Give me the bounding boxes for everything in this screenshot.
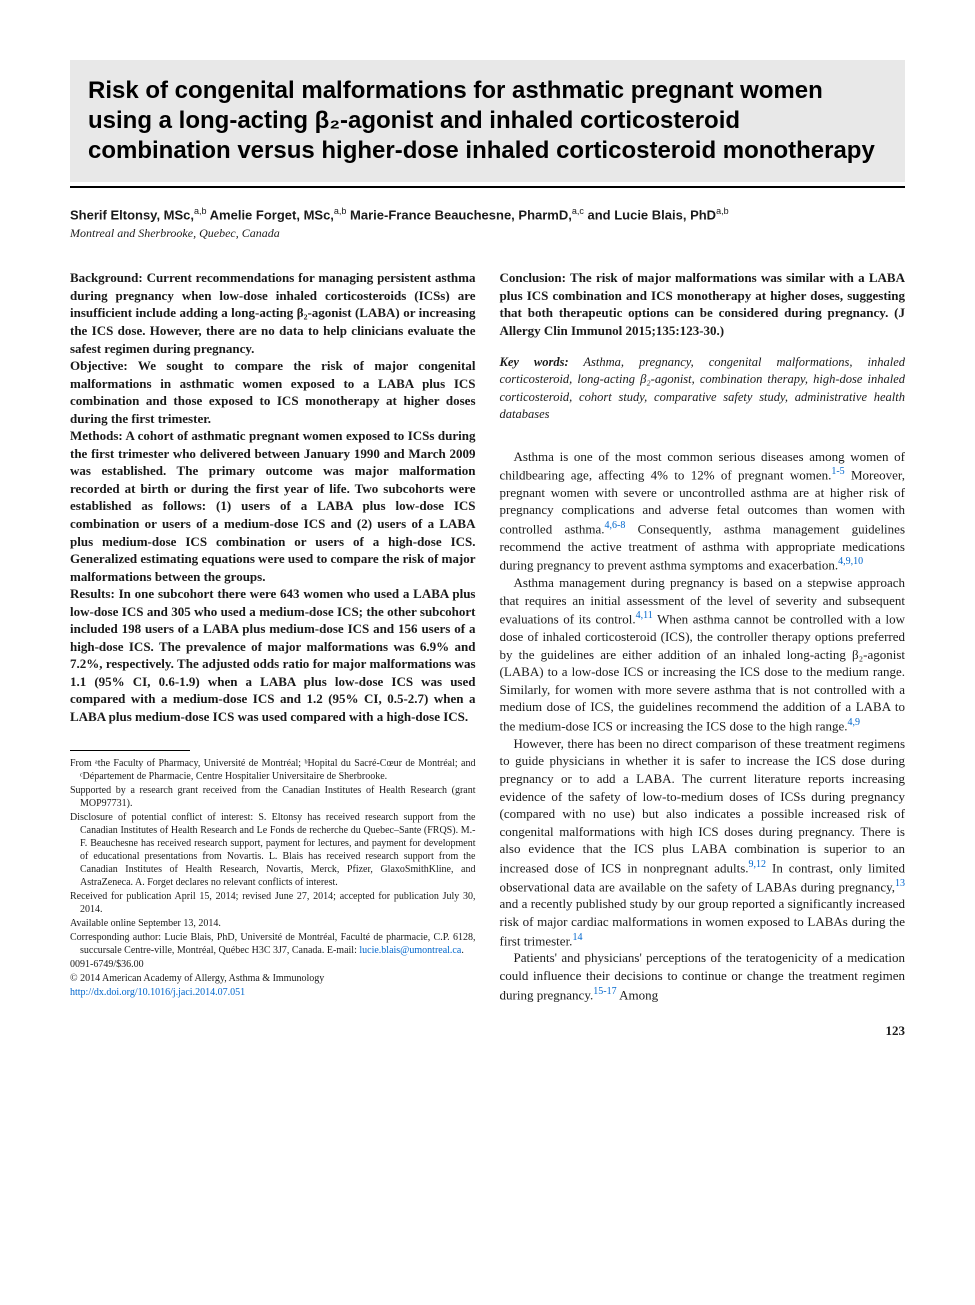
label-objective: Objective: [70, 358, 138, 373]
title-block: Risk of congenital malformations for ast… [70, 60, 905, 182]
ref-4-9-10[interactable]: 4,9,10 [838, 556, 863, 567]
article-title: Risk of congenital malformations for ast… [88, 76, 887, 166]
ref-9-12[interactable]: 9,12 [749, 859, 767, 870]
footnote-supported: Supported by a research grant received f… [70, 784, 476, 810]
affiliation-location: Montreal and Sherbrooke, Quebec, Canada [70, 226, 905, 241]
body-text: Asthma is one of the most common serious… [500, 448, 906, 1004]
footnote-issn: 0091-6749/$36.00 [70, 958, 476, 971]
footnotes-block: From ᵃthe Faculty of Pharmacy, Universit… [70, 757, 476, 999]
label-results: Results: [70, 586, 119, 601]
p4a: Patients' and physicians' perceptions of… [500, 950, 906, 1001]
abstract-background: Background: Current recommendations for … [70, 269, 476, 357]
footnote-available: Available online September 13, 2014. [70, 917, 476, 930]
body-para-4: Patients' and physicians' perceptions of… [500, 949, 906, 1003]
two-column-layout: Background: Current recommendations for … [70, 269, 905, 1003]
ref-13[interactable]: 13 [895, 878, 905, 889]
text-results: In one subcohort there were 643 women wh… [70, 586, 476, 724]
corresponding-email-link[interactable]: lucie.blais@umontreal.ca [359, 945, 461, 956]
footnote-disclosure: Disclosure of potential conflict of inte… [70, 811, 476, 889]
body-para-2: Asthma management during pregnancy is ba… [500, 574, 906, 735]
authors-line: Sherif Eltonsy, MSc,a,b Amelie Forget, M… [70, 206, 905, 222]
footnote-doi: http://dx.doi.org/10.1016/j.jaci.2014.07… [70, 986, 476, 999]
abstract-right: Conclusion: The risk of major malformati… [500, 269, 906, 339]
page-number: 123 [70, 1023, 905, 1039]
ref-4-11[interactable]: 4,11 [636, 610, 653, 621]
ref-15-17[interactable]: 15-17 [593, 986, 616, 997]
p2b: When asthma cannot be controlled with a … [500, 612, 906, 734]
ref-4-6-8[interactable]: 4,6-8 [605, 520, 626, 531]
body-para-1: Asthma is one of the most common serious… [500, 448, 906, 575]
label-conclusion: Conclusion: [500, 270, 571, 285]
footnotes-rule [70, 750, 190, 751]
footnote-from: From ᵃthe Faculty of Pharmacy, Universit… [70, 757, 476, 783]
ref-1-5[interactable]: 1-5 [831, 466, 844, 477]
abstract-results: Results: In one subcohort there were 643… [70, 585, 476, 725]
title-rule [70, 186, 905, 188]
footnote-copyright: © 2014 American Academy of Allergy, Asth… [70, 972, 476, 985]
text-methods: A cohort of asthmatic pregnant women exp… [70, 428, 476, 583]
left-column: Background: Current recommendations for … [70, 269, 476, 1003]
footnote-received: Received for publication April 15, 2014;… [70, 890, 476, 916]
abstract-methods: Methods: A cohort of asthmatic pregnant … [70, 427, 476, 585]
doi-link[interactable]: http://dx.doi.org/10.1016/j.jaci.2014.07… [70, 987, 245, 998]
label-background: Background: [70, 270, 147, 285]
body-para-3: However, there has been no direct compar… [500, 735, 906, 950]
abstract-objective: Objective: We sought to compare the risk… [70, 357, 476, 427]
ref-4-9[interactable]: 4,9 [848, 717, 861, 728]
footnote-corresponding: Corresponding author: Lucie Blais, PhD, … [70, 931, 476, 957]
abstract-left: Background: Current recommendations for … [70, 269, 476, 725]
corresponding-period: . [461, 945, 464, 956]
ref-14[interactable]: 14 [572, 932, 582, 943]
keywords-block: Key words: Asthma, pregnancy, congenital… [500, 354, 906, 424]
p3a: However, there has been no direct compar… [500, 736, 906, 875]
p3c: and a recently published study by our gr… [500, 896, 906, 947]
right-column: Conclusion: The risk of major malformati… [500, 269, 906, 1003]
label-methods: Methods: [70, 428, 125, 443]
p4b: Among [617, 987, 659, 1002]
abstract-conclusion: Conclusion: The risk of major malformati… [500, 269, 906, 339]
keywords-label: Key words: [500, 355, 569, 369]
